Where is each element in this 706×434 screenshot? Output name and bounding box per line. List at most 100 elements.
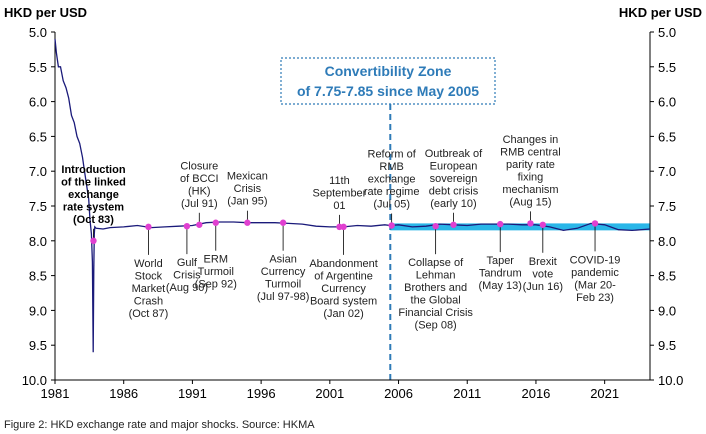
event-label-line: mechanism [502,184,558,196]
event-label-line: Crash [134,295,163,307]
y-tick-label-left: 10.0 [22,373,47,388]
event-label-line: (HK) [188,185,211,197]
event-marker [450,221,457,228]
event-label-line: fixing [518,171,544,183]
event-label-line: Currency [321,283,366,295]
y-tick-label-left: 7.5 [29,199,47,214]
event-marker [497,220,504,228]
event-label-line: Introduction [61,164,125,176]
event-label: Gulf Crisis (Aug 90) [166,257,208,294]
event-label-line: Abandonment [309,258,378,270]
event-label-line: Turmoil [198,266,234,278]
event-label-line: debt crisis [429,185,479,197]
event-label-line: (Oct 87) [129,308,169,320]
event-label: Mexican Crisis (Jan 95) [227,171,268,208]
event-label-line: Turmoil [265,279,301,291]
y-tick-label-right: 7.5 [658,199,676,214]
event-label: Taper Tandrum (May 13) [479,255,522,292]
y-axis-label-right: HKD per USD [619,5,702,20]
y-axis-label-left: HKD per USD [4,5,87,20]
event-label: 11th September 01 [313,175,367,212]
event-marker [527,220,534,227]
x-tick-label: 1981 [41,386,70,401]
event-label-line: Reform of [368,148,417,160]
event-label-line: of the linked [61,176,126,188]
y-tick-label-right: 9.0 [658,303,676,318]
event-marker [388,222,395,229]
y-tick-label-right: 6.0 [658,95,676,110]
convertibility-zone-band [390,223,650,231]
event-label-line: (Mar 20- [574,279,616,291]
event-marker [279,219,287,226]
event-label-line: (Jan 02) [323,308,363,320]
x-tick-label: 2021 [590,386,619,401]
event-label-line: Brexit [529,256,557,268]
event-label: Reform of RMB exchange rate regime (Jul 05) [364,148,420,210]
event-label-line: ERM [204,254,228,266]
event-label-line: (early 10) [430,198,476,210]
y-tick-label-left: 9.0 [29,303,47,318]
y-tick-label-right: 5.0 [658,25,676,40]
event-label-line: (Aug 90) [166,282,208,294]
y-tick-label-right: 5.5 [658,60,676,75]
event-label-line: RMB [379,161,403,173]
event-label: World Stock Market Crash (Oct 87) [129,258,169,320]
event-label-line: Collapse of [408,257,464,269]
event-label-line: Outbreak of [425,148,483,160]
event-label-line: (Sep 92) [195,279,237,291]
x-tick-label: 2006 [384,386,413,401]
event-marker [340,223,347,231]
event-marker [90,237,97,244]
event-label-line: Financial Crisis [398,307,473,319]
event-label-line: (Sep 08) [415,320,457,332]
event-label: Closure of BCCI (HK) (Jul 91) [180,160,219,210]
event-label-line: rate regime [364,186,420,198]
event-label-line: sovereign [430,173,478,185]
y-tick-label-right: 7.0 [658,164,676,179]
convertibility-zone-layer [389,104,650,380]
y-tick-label-right: 9.5 [658,338,676,353]
event-label-line: COVID-19 [570,254,621,266]
event-label-line: European [430,160,478,172]
event-label-line: (Jun 16) [523,281,563,293]
event-marker [591,220,599,227]
event-label-line: Gulf [177,257,198,269]
y-tick-label-left: 5.0 [29,25,47,40]
event-label-line: Closure [180,160,218,172]
event-label-line: (May 13) [479,280,522,292]
event-label: Introduction of the linked exchange rate sy… [61,164,126,226]
x-tick-label: 1996 [247,386,276,401]
y-tick-label-left: 8.0 [29,234,47,249]
event-label-line: Market [132,283,166,295]
event-label-line: Tandrum [479,268,522,280]
event-label: Asian Currency Turmoil (Jul 97-98) [257,254,310,304]
x-tick-label: 1991 [178,386,207,401]
event-label-line: Crisis [234,183,262,195]
event-label-line: RMB central [500,146,561,158]
event-label-line: Stock [135,270,163,282]
event-label-line: parity rate [506,159,555,171]
event-label-line: rate system [63,201,124,213]
events-layer: Introduction of the linked exchange rate sy… [61,134,620,332]
y-tick-label-right: 10.0 [658,373,683,388]
x-tick-label: 2011 [453,386,481,401]
event-label-line: (Jul 97-98) [257,291,310,303]
event-label-line: Mexican [227,171,268,183]
event-label-line: World [134,258,163,270]
event-label-line: vote [532,268,553,280]
event-marker [212,219,219,226]
event-marker [196,221,203,228]
event-label: Collapse of Lehman Brothers and the Global F… [398,257,473,332]
event-label-line: exchange [368,173,416,185]
event-label-line: Board system [310,295,377,307]
event-label-line: Taper [486,255,514,267]
y-tick-label-right: 8.0 [658,234,676,249]
y-tick-label-left: 9.5 [29,338,47,353]
event-label-line: Asian [269,254,297,266]
convertibility-zone-label-frame [280,57,496,105]
event-label: Changes in RMB central parity rate fixing me… [500,134,561,209]
y-tick-label-left: 6.5 [29,129,47,144]
event-label-line: (Aug 15) [509,196,551,208]
convertibility-zone-box: Convertibility Zone of 7.75-7.85 since M… [280,57,496,105]
